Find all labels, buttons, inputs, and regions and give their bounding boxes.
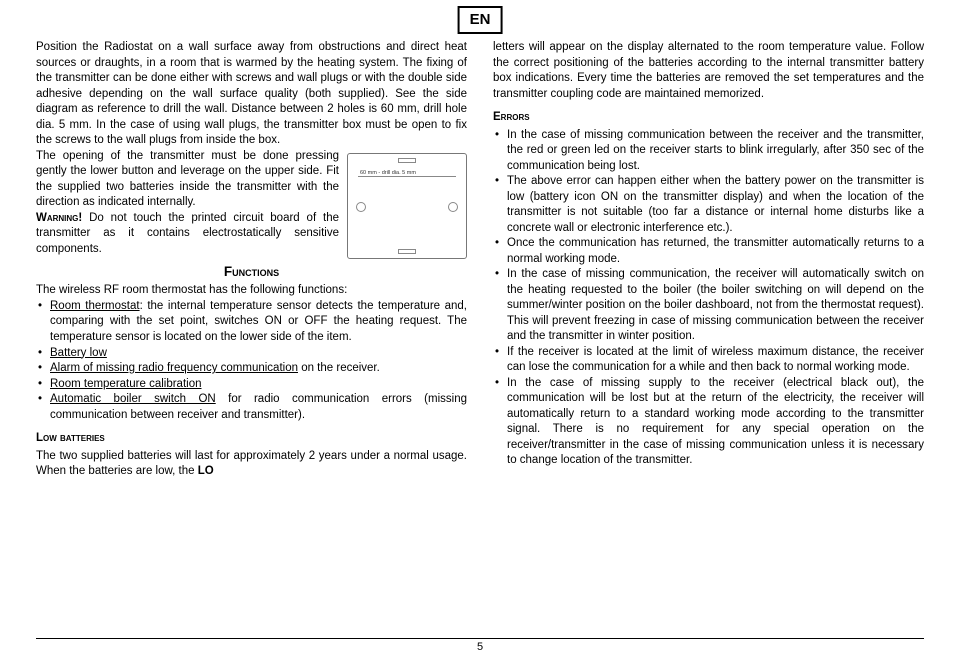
functions-list: Room thermostat: the internal temperatur… [36, 299, 467, 423]
function-rest: on the receiver. [298, 362, 380, 374]
errors-heading: Errors [493, 110, 924, 126]
function-lead: Room thermostat [50, 300, 140, 312]
right-continue-paragraph: letters will appear on the display alter… [493, 40, 924, 102]
function-lead: Battery low [50, 347, 107, 359]
function-item: Alarm of missing radio frequency communi… [36, 361, 467, 377]
footer-rule [36, 638, 924, 639]
low-batteries-text: The two supplied batteries will last for… [36, 449, 467, 480]
lowbat-lo: LO [198, 465, 214, 477]
function-item: Room temperature calibration [36, 377, 467, 393]
error-item: If the receiver is located at the limit … [493, 345, 924, 376]
diagram-tab-top [398, 158, 416, 163]
right-column: letters will appear on the display alter… [493, 40, 924, 480]
warning-text: Do not touch the printed circuit board o… [36, 212, 339, 255]
functions-heading: Functions [36, 263, 467, 281]
diagram-dimension-line [358, 176, 456, 177]
page-body: Position the Radiostat on a wall surface… [0, 0, 960, 500]
opening-text: The opening of the transmitter must be d… [36, 150, 339, 209]
lowbat-text-a: The two supplied batteries will last for… [36, 450, 467, 478]
function-item: Automatic boiler switch ON for radio com… [36, 392, 467, 423]
error-item: Once the communication has returned, the… [493, 236, 924, 267]
diagram-tab-bottom [398, 249, 416, 254]
page-number: 5 [477, 640, 483, 655]
diagram-hole-right [448, 202, 458, 212]
errors-list: In the case of missing communication bet… [493, 128, 924, 469]
function-item: Battery low [36, 346, 467, 362]
low-batteries-heading: Low batteries [36, 431, 467, 447]
diagram-hole-left [356, 202, 366, 212]
error-item: In the case of missing supply to the rec… [493, 376, 924, 469]
intro-paragraph: Position the Radiostat on a wall surface… [36, 40, 467, 149]
warning-label: Warning! [36, 212, 82, 224]
transmitter-open-section: 60 mm - drill dia. 5 mm The opening of t… [36, 149, 467, 258]
function-item: Room thermostat: the internal temperatur… [36, 299, 467, 346]
function-lead: Room temperature calibration [50, 378, 202, 390]
left-column: Position the Radiostat on a wall surface… [36, 40, 467, 480]
error-item: In the case of missing communication bet… [493, 128, 924, 175]
language-badge: EN [458, 6, 503, 34]
functions-intro: The wireless RF room thermostat has the … [36, 283, 467, 299]
function-lead: Automatic boiler switch ON [50, 393, 216, 405]
function-lead: Alarm of missing radio frequency communi… [50, 362, 298, 374]
error-item: In the case of missing communication, th… [493, 267, 924, 345]
drill-diagram: 60 mm - drill dia. 5 mm [347, 153, 467, 259]
error-item: The above error can happen either when t… [493, 174, 924, 236]
